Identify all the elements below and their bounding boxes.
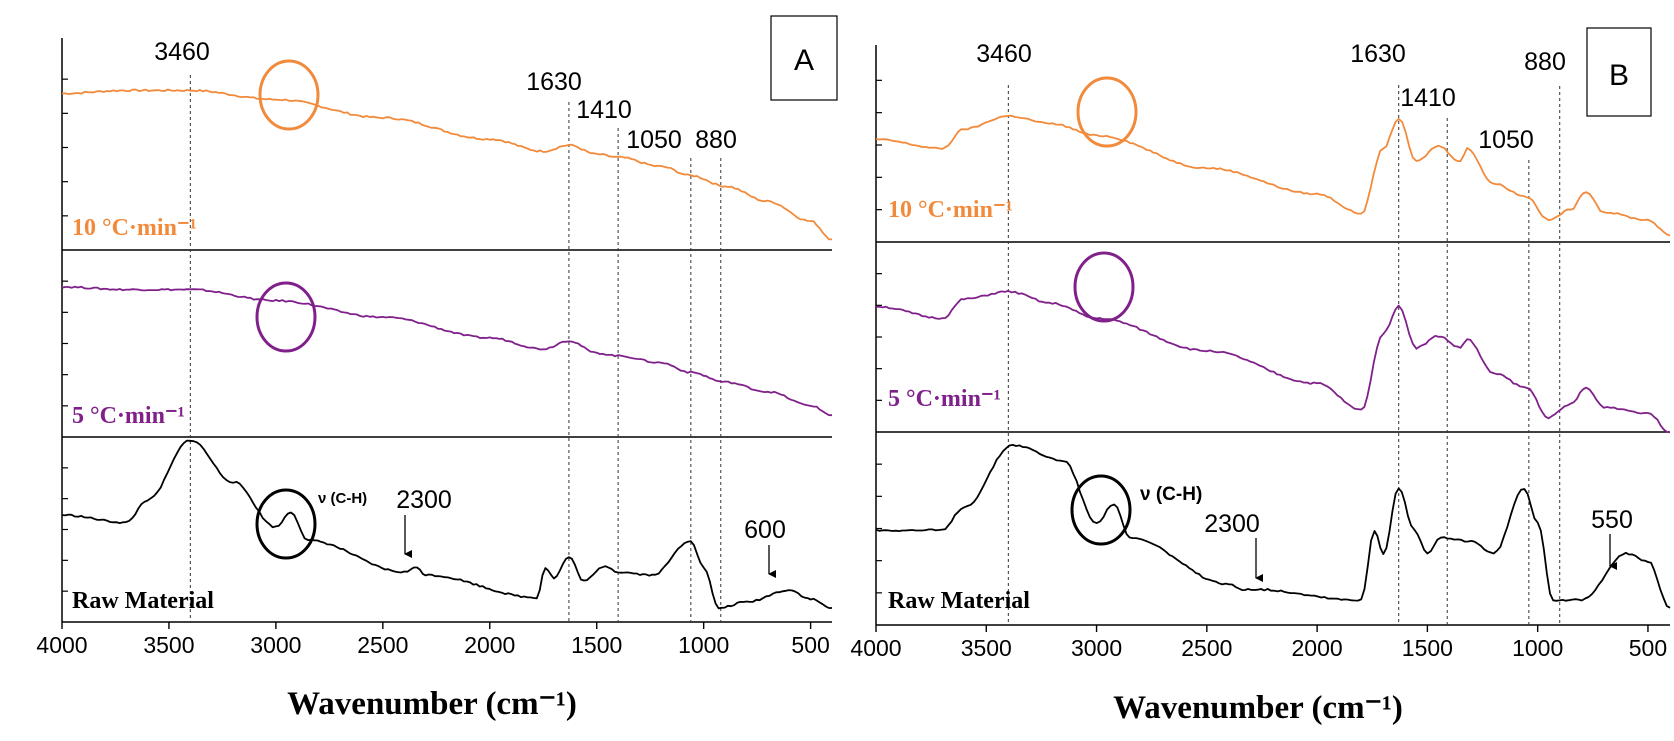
- panel-b-x-tick-label: 3000: [1071, 635, 1122, 661]
- panel-a-series-label-raw: Raw Material: [72, 588, 214, 614]
- panel-b-x-tick-label: 3500: [961, 635, 1012, 661]
- panel-a-ch-circle-purple: [255, 281, 317, 353]
- panel-b-series-label-10: 10 °C·min⁻¹: [888, 197, 1013, 223]
- panel-a-peak-label: 3460: [154, 38, 210, 66]
- panel-b-ch-annotation: ν (C-H): [1140, 484, 1202, 505]
- panel-a-x-tick-label: 2500: [357, 632, 408, 658]
- panel-b-x-tick-label: 1500: [1402, 635, 1453, 661]
- panel-b-ch-circle-black: [1070, 474, 1132, 546]
- panel-b-peak-lines: [1007, 85, 1561, 625]
- panel-a-2300-label: 2300: [396, 486, 452, 514]
- panel-b-spectrum-10c: [875, 114, 1671, 237]
- panel-a-x-ticks: 4000 3500 3000 2500 2000 1500 1000 500: [36, 622, 830, 658]
- panel-b-spectrum-raw: [875, 443, 1671, 609]
- panel-a-label: A: [794, 44, 814, 77]
- panel-a-chart: 4000 3500 3000 2500 2000 1500 1000 500 A 3460 1…: [36, 15, 838, 722]
- panel-a-series-label-5: 5 °C·min⁻¹: [72, 403, 185, 429]
- panel-a-x-tick-label: 3500: [143, 632, 194, 658]
- panel-a-x-tick-label: 4000: [36, 632, 87, 658]
- panel-b-x-tick-label: 500: [1629, 635, 1667, 661]
- panel-a-ch-circle-orange: [258, 59, 320, 131]
- panel-b-550-label: 550: [1591, 506, 1633, 534]
- panel-b-x-tick-label: 2500: [1181, 635, 1232, 661]
- panel-a-x-tick-label: 1000: [678, 632, 729, 658]
- panel-a-spectrum-5c: [61, 285, 833, 417]
- panel-b-x-tick-label: 4000: [850, 635, 901, 661]
- panel-a-peak-label: 1410: [576, 96, 632, 124]
- panel-a-600-label: 600: [744, 516, 786, 544]
- panel-b-x-axis-title: Wavenumber (cm⁻¹): [1113, 690, 1403, 726]
- panel-a-x-tick-label: 500: [791, 632, 829, 658]
- panel-b-chart: 4000 3500 3000 2500 2000 1500 1000 500 B 3460 1…: [850, 27, 1671, 726]
- panel-b-series-label-raw: Raw Material: [888, 588, 1030, 614]
- panel-a-x-tick-label: 3000: [250, 632, 301, 658]
- panel-a-spectrum-raw: [61, 439, 832, 610]
- panel-b-label-box: [1586, 27, 1652, 117]
- panel-a-x-axis-title: Wavenumber (cm⁻¹): [287, 686, 577, 722]
- panel-a-label-box: [770, 15, 838, 101]
- panel-b-x-tick-label: 2000: [1292, 635, 1343, 661]
- panel-a-ch-circle-black: [255, 488, 317, 560]
- panel-b-peak-label: 3460: [976, 40, 1032, 68]
- panel-b-y-ticks: [876, 79, 882, 594]
- panel-a-series: [61, 88, 833, 610]
- panel-a-peak-label: 880: [695, 126, 737, 154]
- panel-a-ch-annotation: ν (C-H): [318, 490, 367, 507]
- panel-a-x-tick-label: 1500: [571, 632, 622, 658]
- panel-b-ch-circle-purple: [1073, 251, 1135, 323]
- panel-b-peak-label: 1630: [1350, 40, 1406, 68]
- panel-a-peak-label: 1630: [526, 68, 582, 96]
- panel-b-x-ticks: 4000 3500 3000 2500 2000 1500 1000 500: [850, 625, 1667, 661]
- panel-a-x-tick-label: 2000: [464, 632, 515, 658]
- panel-b-series: [875, 114, 1671, 609]
- panel-b-spectrum-5c: [875, 289, 1671, 434]
- panel-a-peak-lines: [189, 75, 722, 622]
- panel-b-2300-label: 2300: [1204, 510, 1260, 538]
- panel-a-y-ticks: [62, 78, 68, 592]
- panel-a-spectrum-10c: [61, 88, 833, 241]
- panel-b-ch-circle-orange: [1076, 76, 1138, 148]
- panel-b-series-label-5: 5 °C·min⁻¹: [888, 386, 1001, 412]
- panel-b-peak-label: 880: [1524, 48, 1566, 76]
- panel-a-series-label-10: 10 °C·min⁻¹: [72, 215, 197, 241]
- panel-b-peak-label: 1050: [1478, 126, 1534, 154]
- panel-b-label: B: [1609, 59, 1629, 92]
- panel-a-peak-label: 1050: [626, 126, 682, 154]
- panel-b-x-tick-label: 1000: [1512, 635, 1563, 661]
- panel-b-peak-label: 1410: [1400, 84, 1456, 112]
